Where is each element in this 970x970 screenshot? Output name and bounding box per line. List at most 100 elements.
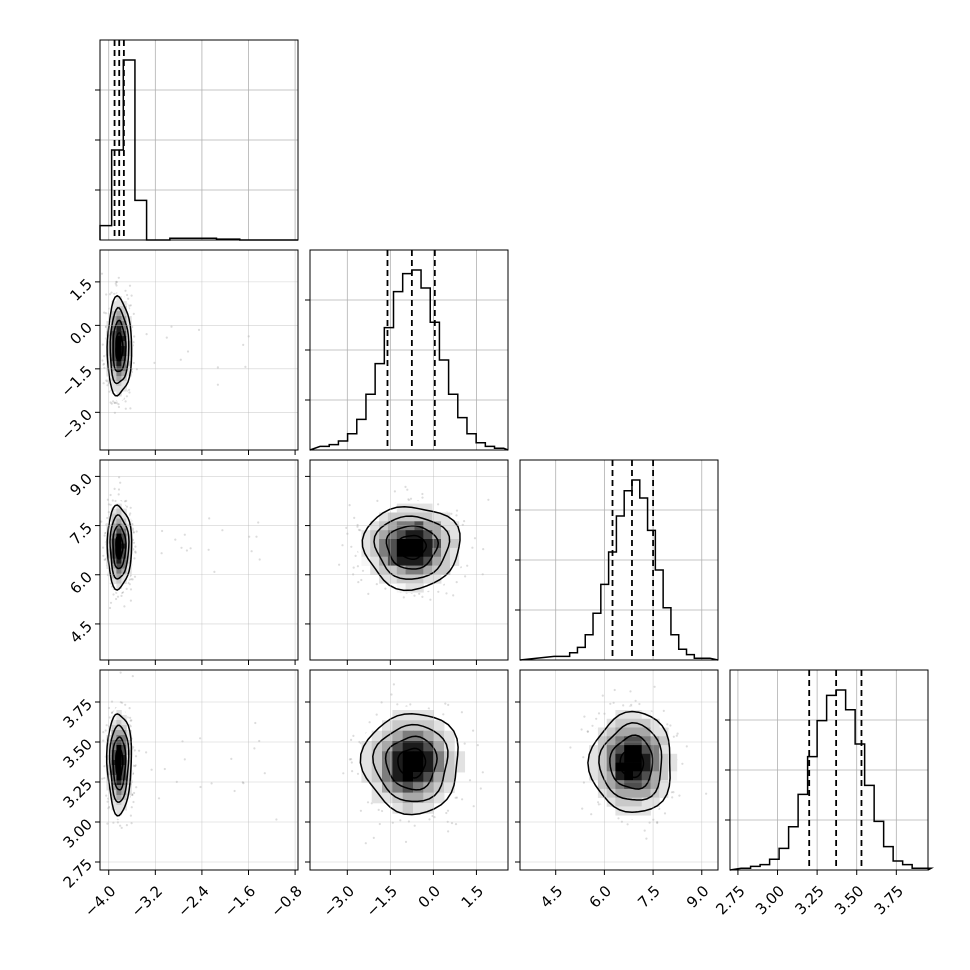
- scatter-point: [183, 758, 186, 761]
- scatter-point: [130, 806, 133, 809]
- scatter-point: [221, 529, 224, 532]
- scatter-point: [102, 739, 105, 742]
- scatter-point: [429, 598, 432, 601]
- scatter-point: [452, 594, 455, 597]
- density-cell: [121, 336, 127, 342]
- density-cell: [121, 573, 127, 579]
- scatter-point: [102, 363, 105, 366]
- scatter-point: [117, 403, 120, 406]
- scatter-point: [356, 565, 359, 568]
- scatter-point: [145, 333, 148, 336]
- density-cell: [111, 563, 117, 569]
- density-cell: [121, 371, 127, 377]
- scatter-point: [189, 547, 192, 550]
- density-cell: [111, 725, 117, 731]
- density-cell: [116, 720, 122, 726]
- density-cell: [116, 553, 122, 559]
- scatter-point: [455, 796, 458, 799]
- scatter-point: [124, 703, 127, 706]
- scatter-point: [421, 496, 424, 499]
- density-cell: [116, 386, 122, 392]
- scatter-point: [263, 772, 266, 775]
- scatter-point: [377, 808, 380, 812]
- density-cell: [361, 556, 371, 566]
- scatter-point: [133, 575, 137, 578]
- scatter-point: [103, 366, 106, 369]
- density-cell: [111, 301, 117, 307]
- contour-line: [373, 515, 451, 580]
- density-cell: [116, 356, 122, 362]
- scatter-point: [109, 401, 112, 404]
- scatter-panel-0-1: −3.0−1.50.01.5: [58, 249, 299, 455]
- scatter-point: [253, 747, 256, 750]
- scatter-point: [357, 581, 360, 584]
- scatter-panel-0-3: 2.753.003.253.503.75: [60, 669, 299, 892]
- density-cell: [126, 331, 132, 337]
- density-cell: [106, 361, 112, 367]
- scatter-point: [106, 380, 109, 383]
- density-cell: [116, 316, 122, 322]
- scatter-point: [404, 485, 407, 488]
- scatter-point: [463, 742, 466, 745]
- scatter-point: [125, 505, 128, 508]
- density-cell: [116, 578, 122, 584]
- density-cell: [121, 548, 127, 554]
- scatter-point: [350, 545, 353, 548]
- density-cell: [379, 530, 389, 540]
- density-cell: [405, 503, 415, 513]
- scatter-point: [402, 596, 405, 599]
- density-cell: [396, 547, 407, 558]
- scatter-point: [110, 402, 113, 405]
- scatter-point: [244, 365, 247, 368]
- density-cell: [432, 556, 442, 566]
- density-cell: [126, 356, 132, 362]
- scatter-point: [375, 713, 378, 716]
- density-cell: [405, 530, 415, 540]
- density-cell: [111, 538, 117, 544]
- density-cell: [116, 376, 122, 382]
- density-cell: [126, 735, 132, 741]
- scatter-point: [115, 284, 118, 287]
- density-cell: [387, 521, 398, 531]
- density-cell: [111, 316, 117, 322]
- density-cell: [126, 523, 132, 529]
- scatter-point: [114, 499, 117, 503]
- y-tick-label: −1.5: [58, 362, 96, 400]
- scatter-point: [254, 721, 257, 725]
- density-cell: [396, 556, 407, 566]
- scatter-point: [123, 605, 126, 608]
- scatter-point: [102, 382, 105, 385]
- scatter-point: [132, 361, 135, 365]
- scatter-point: [129, 814, 132, 817]
- scatter-point: [106, 516, 109, 520]
- density-cell: [414, 547, 424, 558]
- scatter-point: [350, 761, 353, 764]
- density-cell: [423, 574, 433, 584]
- scatter-point: [242, 782, 245, 785]
- density-cell: [126, 326, 132, 332]
- density-cell: [126, 371, 132, 377]
- scatter-point: [407, 498, 410, 501]
- scatter-point: [356, 772, 360, 775]
- scatter-point: [124, 407, 127, 410]
- scatter-point: [413, 594, 416, 597]
- scatter-point: [111, 711, 114, 714]
- density-cell: [405, 539, 415, 549]
- density-cell: [121, 528, 127, 534]
- scatter-point: [132, 541, 136, 544]
- density-cell: [106, 735, 112, 741]
- density-cell: [423, 565, 433, 575]
- scatter-point: [129, 304, 132, 307]
- density-cell: [116, 361, 122, 367]
- scatter-point: [199, 737, 202, 740]
- scatter-point: [104, 729, 107, 732]
- scatter-point: [185, 549, 188, 552]
- scatter-point: [447, 703, 450, 707]
- scatter-point: [105, 379, 108, 382]
- scatter-point: [445, 811, 448, 815]
- scatter-point: [431, 814, 434, 818]
- density-cell: [379, 556, 389, 566]
- scatter-point: [102, 546, 105, 549]
- scatter-point: [138, 749, 141, 752]
- density-cell: [361, 539, 371, 549]
